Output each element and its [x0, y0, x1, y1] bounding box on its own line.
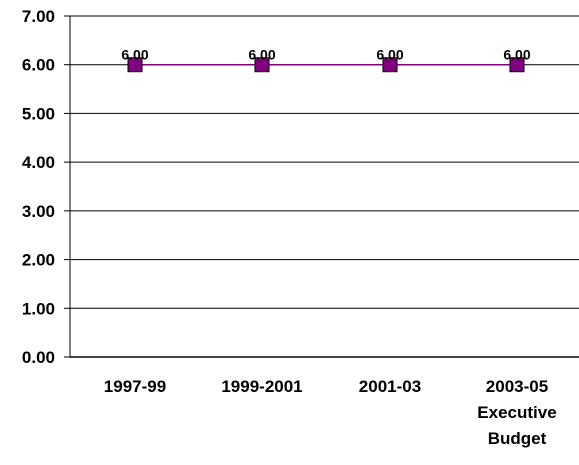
x-tick-label-line: Executive [477, 403, 556, 422]
y-tick-labels: 0.00 1.00 2.00 3.00 4.00 5.00 6.00 7.00 [22, 7, 55, 367]
x-tick-labels: 1997-99 1999-2001 2001-03 2003-05 Executive B… [104, 377, 557, 448]
y-tick-label: 2.00 [22, 251, 55, 270]
data-label: 6.00 [248, 47, 275, 63]
data-label: 6.00 [121, 47, 148, 63]
y-tick-label: 5.00 [22, 104, 55, 123]
data-point-marker [254, 57, 270, 73]
data-point-marker [509, 57, 525, 73]
x-tick-label: 1997-99 [104, 377, 166, 396]
data-label: 6.00 [376, 47, 403, 63]
y-tick-label: 6.00 [22, 56, 55, 75]
y-tick-label: 7.00 [22, 7, 55, 26]
x-tick-label: 2003-05 Executive Budget [477, 377, 556, 448]
data-point-marker [127, 57, 143, 73]
series-plot [127, 57, 525, 73]
axes [64, 15, 579, 358]
y-tick-label: 0.00 [22, 348, 55, 367]
x-tick-label-line: 1999-2001 [221, 377, 302, 396]
y-tick-label: 3.00 [22, 202, 55, 221]
x-tick-label: 2001-03 [359, 377, 421, 396]
x-tick-label: 1999-2001 [221, 377, 302, 396]
x-tick-label-line: Budget [488, 429, 547, 448]
x-tick-label-line: 1997-99 [104, 377, 166, 396]
y-tick-label: 1.00 [22, 299, 55, 318]
y-tick-label: 4.00 [22, 153, 55, 172]
data-point-marker [382, 57, 398, 73]
data-label: 6.00 [503, 47, 530, 63]
x-tick-label-line: 2001-03 [359, 377, 421, 396]
x-tick-label-line: 2003-05 [486, 377, 548, 396]
data-labels: 6.00 6.00 6.00 6.00 [121, 47, 530, 63]
